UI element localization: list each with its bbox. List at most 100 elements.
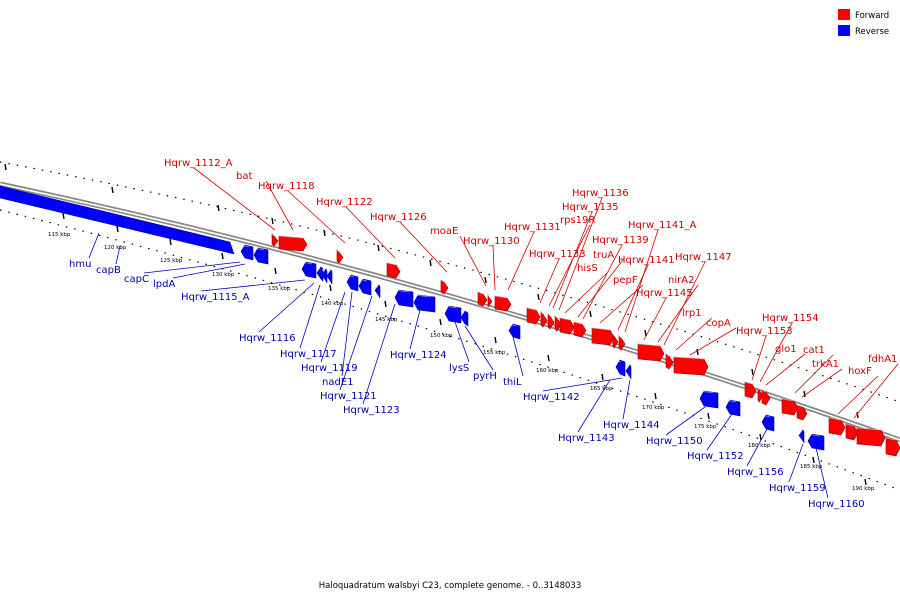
forward-gene-label[interactable]: Hqrw_1145 [636,288,693,299]
reverse-gene-label[interactable]: Hqrw_1150 [646,436,703,447]
forward-gene-label[interactable]: lrp1 [682,308,702,319]
reverse-gene-label[interactable]: Hqrw_1142 [523,392,580,403]
forward-gene-28[interactable] [885,437,900,457]
forward-gene-label[interactable]: Hqrw_1153 [736,326,793,337]
reverse-gene-label[interactable]: Hqrw_1144 [603,420,660,431]
forward-gene-label[interactable]: hisS [577,263,598,274]
forward-gene-15[interactable] [612,333,619,349]
reverse-gene-16[interactable] [699,390,719,409]
forward-gene-label[interactable]: Hqrw_1122 [316,197,373,208]
forward-gene-label[interactable]: glo1 [775,344,797,355]
reverse-gene-label[interactable]: Hqrw_1143 [558,433,615,444]
forward-gene-0[interactable] [271,233,279,247]
forward-gene-label[interactable]: Hqrw_1135 [562,202,619,213]
reverse-gene-6[interactable] [346,274,359,292]
forward-gene-10[interactable] [547,313,555,330]
forward-gene-label[interactable]: Hqrw_1131 [504,222,561,233]
reverse-gene-label[interactable]: Hqrw_1156 [727,467,784,478]
reverse-gene-label[interactable]: nadE1 [322,377,354,388]
reverse-gene-label[interactable]: Hqrw_1116 [239,333,296,344]
forward-gene-4[interactable] [440,279,449,295]
forward-gene-8[interactable] [526,307,541,325]
reverse-gene-19[interactable] [798,429,805,444]
reverse-gene-label[interactable]: lysS [449,363,469,374]
forward-gene-14[interactable] [591,327,615,346]
forward-gene-25[interactable] [828,417,846,436]
reverse-gene-hmu[interactable] [0,185,235,255]
reverse-gene-17[interactable] [725,399,741,417]
reverse-gene-5[interactable] [326,269,333,285]
forward-gene-22[interactable] [761,389,771,406]
forward-gene-label[interactable]: fdhA1 [868,354,897,365]
forward-gene-label[interactable]: cat1 [803,345,825,356]
forward-gene-21[interactable] [757,387,764,403]
forward-gene-label[interactable]: Hqrw_1118 [258,181,315,192]
reverse-gene-9[interactable] [394,289,414,308]
reverse-gene-label[interactable]: Hqrw_1159 [769,483,826,494]
reverse-gene-14[interactable] [615,359,626,377]
reverse-gene-label[interactable]: thiL [503,377,522,388]
forward-gene-6[interactable] [487,294,493,308]
reverse-gene-label[interactable]: Hqrw_1123 [343,405,400,416]
reverse-gene-label[interactable]: pyrH [473,371,497,382]
reverse-gene-0[interactable] [240,244,254,261]
forward-gene-26[interactable] [845,423,859,441]
forward-gene-label[interactable]: bat [236,171,252,182]
reverse-gene-label[interactable]: Hqrw_1124 [390,350,447,361]
forward-gene-label[interactable]: Hqrw_1112_A [164,158,233,169]
forward-gene-label[interactable]: Hqrw_1136 [572,188,629,199]
forward-gene-12[interactable] [559,317,575,335]
reverse-gene-12[interactable] [460,310,469,327]
forward-gene-label[interactable]: trkA1 [812,359,839,370]
reverse-gene-label[interactable]: capC [124,274,149,285]
reverse-gene-label[interactable]: Hqrw_1152 [687,451,744,462]
reverse-gene-2[interactable] [301,261,317,279]
reverse-gene-label[interactable]: Hqrw_1121 [320,391,377,402]
forward-gene-label[interactable]: hoxF [848,366,872,377]
reverse-gene-label[interactable]: Hqrw_1119 [301,363,358,374]
reverse-gene-13[interactable] [508,323,521,340]
forward-gene-label[interactable]: Hqrw_1133 [529,249,586,260]
reverse-gene-15[interactable] [625,364,632,380]
forward-gene-20[interactable] [744,381,757,399]
forward-gene-2[interactable] [336,249,344,264]
reverse-gene-20[interactable] [807,433,825,451]
reverse-gene-10[interactable] [413,294,436,313]
forward-gene-5[interactable] [477,291,488,307]
forward-gene-label[interactable]: Hqrw_1139 [592,235,649,246]
reverse-gene-18[interactable] [761,414,775,432]
forward-gene-11[interactable] [554,315,562,332]
forward-gene-label[interactable]: moaE [430,226,458,237]
reverse-gene-label[interactable]: Hqrw_1117 [280,349,337,360]
reverse-gene-label[interactable]: hmu [69,259,91,270]
reverse-gene-label[interactable]: capB [96,265,121,276]
forward-gene-label[interactable]: pepF [613,275,638,286]
forward-gene-13[interactable] [573,321,587,338]
forward-gene-23[interactable] [781,398,799,416]
reverse-gene-1[interactable] [253,247,269,265]
forward-gene-label[interactable]: Hqrw_1141 [618,255,675,266]
reverse-gene-7[interactable] [358,278,372,296]
reverse-gene-label[interactable]: Hqrw_1160 [808,499,865,510]
forward-gene-24[interactable] [796,404,808,421]
forward-gene-9[interactable] [540,311,548,328]
reverse-gene-label[interactable]: lpdA [153,279,175,290]
forward-gene-1[interactable] [278,235,308,252]
forward-gene-19[interactable] [673,356,709,376]
forward-gene-label[interactable]: Hqrw_1147 [675,252,732,263]
forward-gene-label[interactable]: Hqrw_1154 [762,313,819,324]
forward-gene-label[interactable]: copA [706,318,731,329]
reverse-gene-8[interactable] [374,284,381,299]
forward-gene-18[interactable] [665,353,674,370]
reverse-gene-11[interactable] [444,305,462,324]
forward-gene-7[interactable] [494,295,512,312]
forward-gene-label[interactable]: truA [593,250,614,261]
reverse-gene-4[interactable] [321,268,328,284]
forward-gene-label[interactable]: Hqrw_1141_A [628,220,697,231]
forward-gene-17[interactable] [637,343,665,362]
forward-gene-label[interactable]: nirA2 [668,275,694,286]
forward-gene-27[interactable] [856,427,886,447]
forward-gene-label[interactable]: rps19R [560,215,595,226]
forward-gene-16[interactable] [618,335,626,351]
forward-gene-3[interactable] [386,262,401,279]
